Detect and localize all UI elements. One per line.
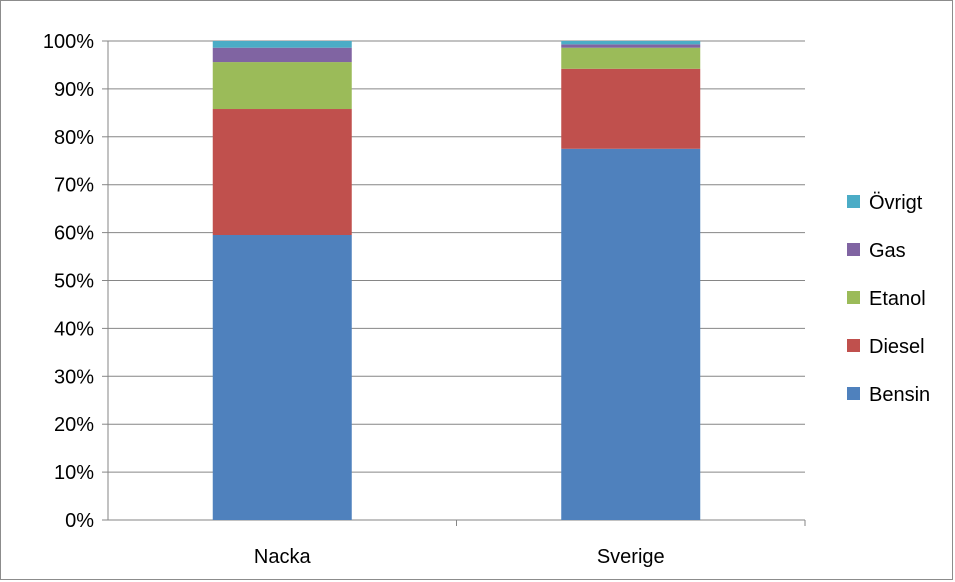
legend-swatch (847, 339, 860, 352)
legend-label: Övrigt (869, 192, 923, 214)
x-tick-label: Sverige (597, 546, 665, 568)
y-tick-label: 100% (43, 31, 94, 53)
bar-segment-gas-sverige (561, 44, 701, 48)
legend-label: Diesel (869, 336, 925, 358)
y-tick-label: 20% (54, 414, 94, 436)
x-tick-label: Nacka (254, 546, 312, 568)
y-tick-label: 90% (54, 79, 94, 101)
bar-segment-bensin-sverige (561, 148, 701, 520)
y-tick-label: 10% (54, 462, 94, 484)
bar-segment-etanol-sverige (561, 47, 701, 69)
legend-swatch (847, 387, 860, 400)
legend-label: Gas (869, 240, 906, 262)
y-tick-label: 30% (54, 366, 94, 388)
bar-segment--vrigt-nacka (212, 41, 352, 48)
y-tick-label: 0% (65, 510, 94, 532)
legend-swatch (847, 195, 860, 208)
y-tick-label: 60% (54, 223, 94, 245)
bar-segment-bensin-nacka (212, 234, 352, 520)
bar-segment--vrigt-sverige (561, 41, 701, 45)
y-tick-label: 40% (54, 318, 94, 340)
y-tick-label: 50% (54, 271, 94, 293)
legend-swatch (847, 291, 860, 304)
bar-segment-diesel-nacka (212, 109, 352, 235)
legend-label: Etanol (869, 288, 926, 310)
legend-label: Bensin (869, 384, 930, 406)
bar-segment-diesel-sverige (561, 68, 701, 149)
bar-segment-etanol-nacka (212, 62, 352, 110)
bar-segment-gas-nacka (212, 47, 352, 63)
y-tick-label: 70% (54, 175, 94, 197)
legend-swatch (847, 243, 860, 256)
y-tick-label: 80% (54, 127, 94, 149)
